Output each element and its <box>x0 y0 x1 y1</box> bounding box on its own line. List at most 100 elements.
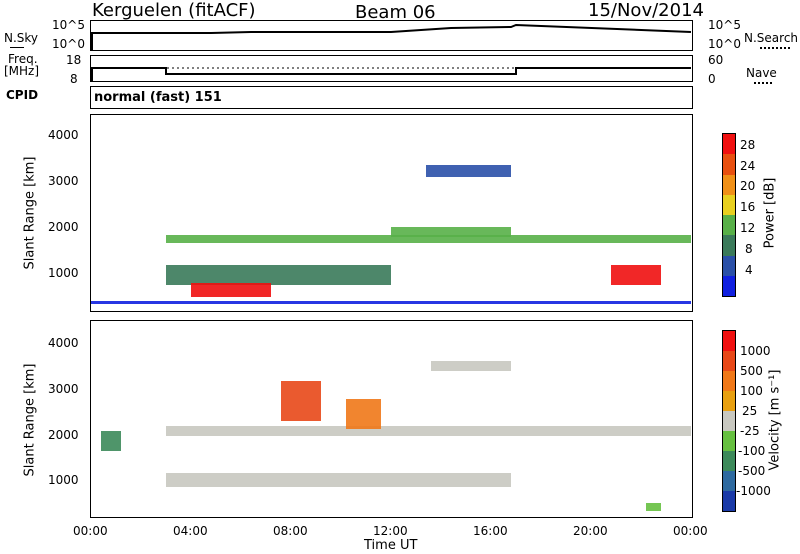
time-tick-0400: 04:00 <box>173 524 208 538</box>
vel-ytick-3000: 3000 <box>48 382 79 396</box>
colorbar-swatch <box>723 275 735 296</box>
noise-right-tick-1: 10^5 <box>708 18 741 32</box>
velocity-echo-band <box>646 503 661 511</box>
colorbar-swatch <box>723 174 735 195</box>
freq-right-tick-2: 0 <box>708 72 716 86</box>
power-cbar-tick-8: 8 <box>745 242 753 256</box>
colorbar-swatch <box>723 471 735 491</box>
power-plot <box>91 165 691 304</box>
power-echo-band <box>166 235 691 243</box>
freq-left-tick-2: 8 <box>70 72 78 86</box>
vel-cbar-tick-1000: 1000 <box>740 344 771 358</box>
colorbar-swatch <box>723 370 735 391</box>
colorbar-swatch <box>723 490 735 511</box>
colorbar-swatch <box>723 235 735 256</box>
nsky-legend-line <box>10 47 24 48</box>
vel-cbar-tick-25: 25 <box>742 404 758 418</box>
noise-trace <box>91 23 692 50</box>
power-cbar-tick-20: 20 <box>740 179 756 193</box>
vel-cbar-tick-neg1000: -1000 <box>736 484 771 498</box>
vel-ytick-1000: 1000 <box>48 473 79 487</box>
noise-trace-svg <box>91 23 692 50</box>
velocity-echo-band <box>166 473 511 487</box>
velocity-echo-band <box>281 381 321 421</box>
freq-label: Freq. <box>8 52 38 66</box>
velocity-plot <box>101 361 691 511</box>
velocity-echo-band <box>431 361 511 371</box>
power-ylabel: Slant Range [km] <box>22 156 38 270</box>
noise-left-tick-2: 10^0 <box>52 37 85 51</box>
beam-title: Beam 06 <box>355 2 436 23</box>
time-tick-0800: 08:00 <box>273 524 308 538</box>
nsearch-legend-line <box>760 47 790 49</box>
vel-cbar-tick-500: 500 <box>740 364 763 378</box>
velocity-colorbar <box>722 330 736 512</box>
velocity-panel <box>90 320 693 518</box>
cpid-value: normal (fast) 151 <box>94 90 222 105</box>
freq-trace-svg <box>91 67 691 81</box>
colorbar-swatch <box>723 154 735 175</box>
vel-cbar-tick-neg100: -100 <box>738 444 766 458</box>
velocity-echo-band <box>166 426 691 436</box>
noise-left-tick-1: 10^5 <box>52 18 85 32</box>
colorbar-swatch <box>723 410 735 431</box>
vel-ytick-4000: 4000 <box>48 336 79 350</box>
power-ytick-3000: 3000 <box>48 174 79 188</box>
power-ytick-1000: 1000 <box>48 266 79 280</box>
vel-cbar-tick-neg500: -500 <box>738 464 766 478</box>
colorbar-swatch <box>723 350 735 371</box>
time-tick-0000: 00:00 <box>73 524 108 538</box>
nsearch-label: N.Search <box>744 31 799 45</box>
nsky-label: N.Sky <box>4 31 39 45</box>
colorbar-swatch <box>723 134 735 155</box>
colorbar-swatch <box>723 451 735 471</box>
nave-legend-line <box>754 82 772 84</box>
power-ytick-2000: 2000 <box>48 220 79 234</box>
time-tick-1200: 12:00 <box>373 524 408 538</box>
time-tick-0000-end: 00:00 <box>673 524 708 538</box>
colorbar-swatch <box>723 431 735 451</box>
noise-panel <box>90 20 693 51</box>
vel-cbar-tick-100: 100 <box>740 384 763 398</box>
nave-label: Nave <box>746 66 777 80</box>
power-echo-band <box>391 227 511 237</box>
power-cbar-tick-28: 28 <box>740 138 756 152</box>
power-echo-band <box>611 265 661 285</box>
colorbar-swatch <box>723 391 735 411</box>
power-cbar-tick-16: 16 <box>740 200 756 214</box>
velocity-cbar-label: Velocity [m s⁻¹] <box>767 369 783 471</box>
colorbar-swatch <box>723 331 735 351</box>
power-cbar-tick-12: 12 <box>740 221 756 235</box>
power-echo-band <box>191 283 271 297</box>
colorbar-swatch <box>723 215 735 236</box>
freq-left-tick-1: 18 <box>66 53 82 67</box>
freq-right-tick-1: 60 <box>708 53 724 67</box>
power-cbar-tick-24: 24 <box>740 159 756 173</box>
power-echo-band <box>426 165 511 177</box>
noise-right-tick-2: 10^0 <box>708 37 741 51</box>
vel-cbar-tick-neg25: -25 <box>740 424 760 438</box>
power-cbar-tick-4: 4 <box>745 263 753 277</box>
time-xlabel: Time UT <box>364 538 418 553</box>
vel-ytick-2000: 2000 <box>48 428 79 442</box>
power-ytick-4000: 4000 <box>48 128 79 142</box>
date-title: 15/Nov/2014 <box>588 0 704 21</box>
colorbar-swatch <box>723 194 735 215</box>
power-colorbar <box>722 133 736 297</box>
station-title: Kerguelen (fitACF) <box>92 0 256 21</box>
cpid-panel: normal (fast) 151 <box>90 86 693 109</box>
time-tick-1600: 16:00 <box>473 524 508 538</box>
time-tick-2000: 20:00 <box>573 524 608 538</box>
colorbar-swatch <box>723 255 735 276</box>
power-cbar-label: Power [dB] <box>762 177 778 249</box>
freq-panel <box>90 55 693 82</box>
freq-unit-label: [MHz] <box>4 64 40 78</box>
cpid-label: CPID <box>6 88 39 102</box>
freq-trace <box>91 67 691 81</box>
power-echo-band <box>166 265 391 285</box>
velocity-ylabel: Slant Range [km] <box>22 363 38 477</box>
velocity-echo-band <box>101 431 121 451</box>
power-panel <box>90 114 693 312</box>
velocity-echo-band <box>346 399 381 429</box>
power-echo-band <box>91 301 691 304</box>
